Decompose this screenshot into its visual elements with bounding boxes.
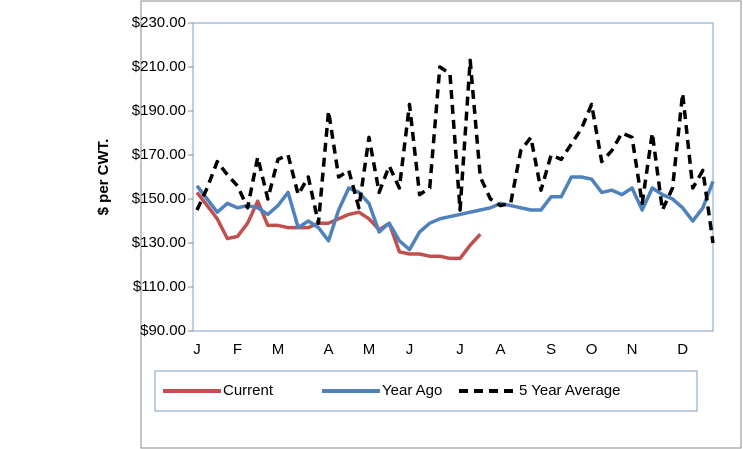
x-tick-label: F (233, 341, 242, 358)
legend-label: Current (223, 382, 274, 399)
x-tick-label: J (193, 341, 201, 358)
x-tick-label: S (546, 341, 556, 358)
data-line (195, 175, 715, 252)
x-tick-label: N (627, 341, 638, 358)
legend-label: Year Ago (382, 382, 442, 399)
plot-area (192, 22, 714, 332)
y-tick-label: $190.00 (132, 102, 186, 119)
x-tick-label: A (496, 341, 506, 358)
x-tick-label: J (456, 341, 464, 358)
y-tick-label: $90.00 (140, 322, 186, 339)
x-tick-label: J (406, 341, 414, 358)
legend (154, 370, 698, 412)
y-tick-label: $230.00 (132, 14, 186, 31)
y-tick-label: $170.00 (132, 146, 186, 163)
x-tick-label: O (586, 341, 598, 358)
y-tick-label: $150.00 (132, 190, 186, 207)
data-line (195, 58, 715, 244)
y-axis-title: $ per CWT. (95, 139, 112, 216)
x-tick-label: A (324, 341, 334, 358)
y-tick-label: $110.00 (133, 278, 186, 295)
data-line (195, 191, 482, 261)
y-tick-label: $130.00 (132, 234, 186, 251)
x-tick-label: M (272, 341, 285, 358)
legend-label: 5 Year Average (519, 382, 620, 399)
x-tick-label: M (363, 341, 376, 358)
x-tick-label: D (677, 341, 688, 358)
y-tick-label: $210.00 (132, 58, 186, 75)
